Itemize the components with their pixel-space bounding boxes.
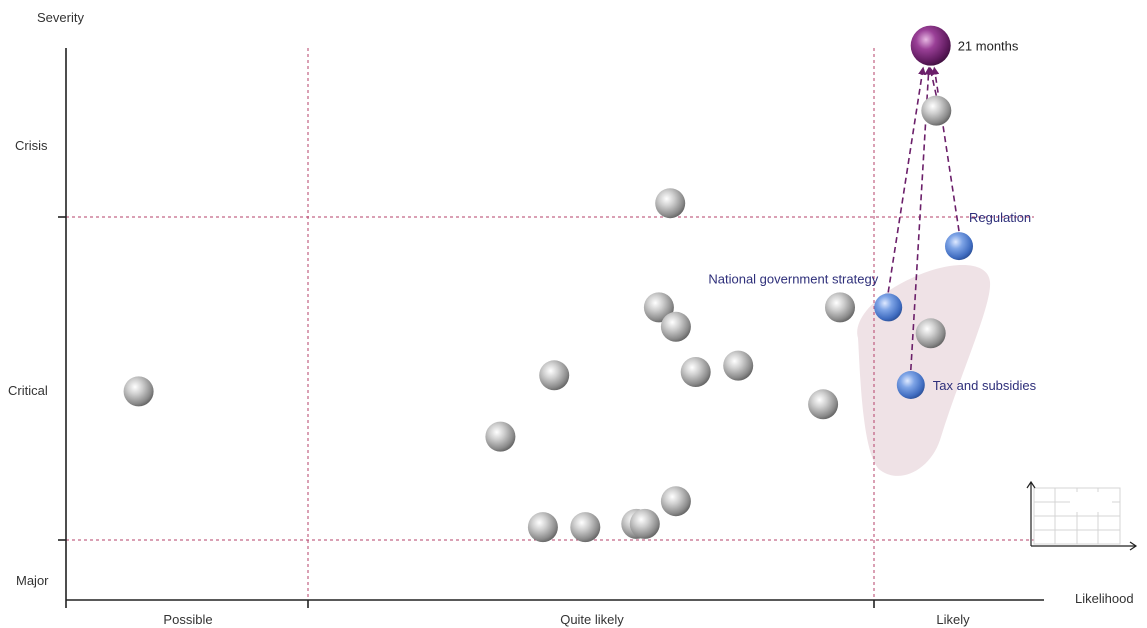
arrow-0 bbox=[887, 66, 927, 293]
point-blue-label-1: Regulation bbox=[969, 210, 1031, 225]
point-blue-1 bbox=[945, 232, 973, 261]
point-gray-14 bbox=[808, 389, 839, 420]
point-gray-13 bbox=[825, 292, 855, 323]
arrow-3 bbox=[927, 66, 938, 96]
point-blue-2 bbox=[896, 371, 925, 399]
point-gray-7 bbox=[660, 486, 691, 517]
y-zone-label-critical: Critical bbox=[8, 383, 48, 398]
points-layer bbox=[123, 25, 973, 543]
highlight-region bbox=[857, 265, 991, 476]
y-zone-label-crisis: Crisis bbox=[15, 138, 48, 153]
point-blue-label-0: National government strategy bbox=[708, 271, 878, 286]
x-zone-label-possible: Possible bbox=[163, 612, 212, 627]
x-zone-label-likely: Likely bbox=[936, 612, 970, 627]
point-gray-0 bbox=[123, 376, 154, 407]
point-gray-11 bbox=[643, 292, 674, 323]
point-gray-16 bbox=[921, 95, 952, 126]
point-gray-1 bbox=[485, 421, 516, 452]
point-gray-8 bbox=[680, 357, 711, 387]
mini-chart-icon bbox=[1026, 480, 1138, 551]
point-gray-6 bbox=[629, 508, 660, 539]
grid-lines bbox=[66, 48, 1034, 600]
arrow-2 bbox=[931, 66, 960, 232]
point-gray-3 bbox=[570, 512, 601, 543]
point-gray-12 bbox=[660, 311, 691, 342]
point-blue-label-2: Tax and subsidies bbox=[933, 378, 1037, 393]
x-axis-label: Likelihood bbox=[1075, 591, 1134, 606]
point-gray-2 bbox=[539, 360, 570, 391]
point-purple-label: 21 months bbox=[958, 39, 1019, 54]
point-purple bbox=[910, 25, 951, 66]
point-gray-9 bbox=[723, 350, 754, 381]
axes bbox=[58, 48, 1044, 608]
point-gray-10 bbox=[655, 188, 686, 219]
point-blue-0 bbox=[874, 293, 903, 322]
point-gray-4 bbox=[527, 512, 558, 543]
labels-layer: National government strategy Regulation Ta… bbox=[708, 39, 1036, 393]
y-axis-label: Severity bbox=[37, 10, 84, 25]
y-zone-label-major: Major bbox=[16, 573, 49, 588]
point-gray-15 bbox=[915, 318, 946, 349]
x-zone-label-quite-likely: Quite likely bbox=[560, 612, 624, 627]
